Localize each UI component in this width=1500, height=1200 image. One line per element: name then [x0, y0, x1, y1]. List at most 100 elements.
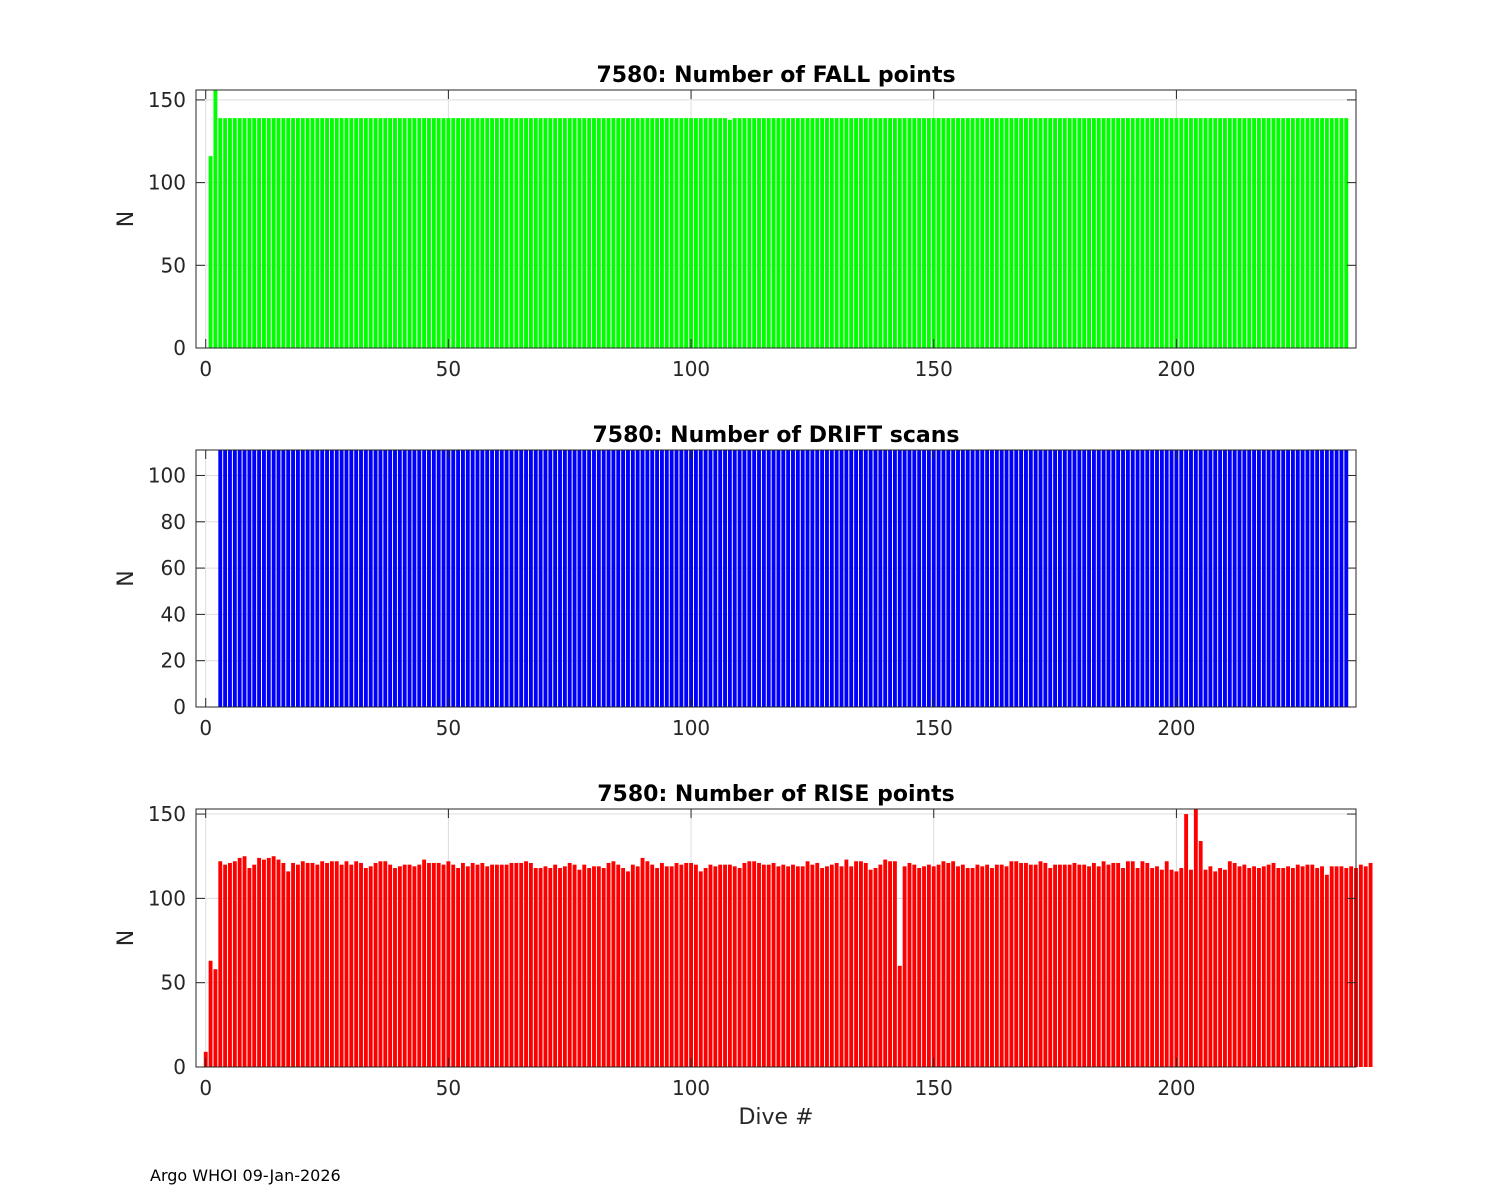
panel1-bar	[747, 118, 752, 349]
panel3-y-tick-label: 150	[148, 802, 186, 826]
panel2-bar	[786, 450, 791, 707]
panel1-bar	[223, 118, 228, 349]
panel3-bar	[732, 866, 737, 1067]
panel3-bar	[616, 864, 621, 1067]
panel1-bar	[781, 118, 786, 349]
panel1-bar	[805, 118, 810, 349]
panel3-bar	[621, 868, 626, 1067]
panel1-bar	[1290, 118, 1295, 349]
panel2-bar	[1053, 450, 1058, 707]
panel1-bar	[766, 118, 771, 349]
panel2-bar	[825, 450, 829, 707]
panel3-bar	[422, 859, 427, 1067]
panel2-bar	[363, 450, 368, 707]
panel2-bar	[892, 450, 897, 707]
panel3-bar	[1300, 866, 1305, 1067]
panel3-bar	[519, 862, 524, 1067]
panel1-x-tick-label: 100	[672, 357, 710, 381]
panel2-bar	[689, 450, 693, 707]
panel1-bar	[577, 118, 582, 349]
panel2-bar	[1082, 450, 1087, 707]
panel3-x-tick-label: 50	[436, 1076, 461, 1100]
panel2-bar	[1033, 450, 1038, 707]
panel2-bar	[960, 450, 965, 707]
panel1-bar	[499, 118, 504, 349]
panel1-bar	[519, 118, 524, 349]
panel1-bar	[1101, 118, 1106, 349]
panel3-x-tick-label: 200	[1157, 1076, 1195, 1100]
panel2-bar	[698, 450, 703, 707]
panel2-bar	[1164, 450, 1169, 707]
panel2-bar	[1116, 450, 1121, 707]
panel2-bar	[436, 450, 441, 707]
panel3-bar	[334, 861, 339, 1067]
panel1-bar	[1155, 118, 1159, 349]
panel1-bar	[393, 118, 397, 349]
panel3-bar	[1150, 868, 1155, 1067]
panel1-bar	[1184, 118, 1189, 349]
panel3-bar	[1310, 864, 1315, 1067]
panel3-bar	[674, 862, 679, 1067]
panel1-bar	[1038, 118, 1043, 349]
panel2-bar	[1310, 450, 1315, 707]
panel3-bar	[538, 868, 543, 1067]
panel2-bar	[329, 450, 334, 707]
panel3-bar	[490, 864, 495, 1067]
panel3-bar	[1053, 864, 1058, 1067]
panel3-bar	[757, 862, 761, 1067]
panel3-bar	[994, 864, 999, 1067]
panel2-bar	[451, 450, 456, 707]
panel2-bar	[310, 450, 315, 707]
panel1-bar	[1164, 118, 1169, 349]
panel3-bar	[499, 864, 504, 1067]
panel3-bar	[281, 862, 286, 1067]
panel1-bar	[868, 118, 873, 349]
panel2-bar	[305, 450, 310, 707]
panel3-bar	[805, 861, 810, 1067]
panel2-x-tick-label: 100	[672, 716, 710, 740]
panel1-bar	[242, 118, 247, 349]
panel3-bar	[388, 864, 393, 1067]
panel3-bar	[383, 861, 388, 1067]
panel1-bar	[543, 118, 548, 349]
panel1-bar	[446, 118, 451, 349]
panel1-bar	[1062, 118, 1067, 349]
panel2-bar	[630, 450, 635, 707]
panel3-bar	[441, 864, 446, 1067]
panel1-bar	[509, 118, 514, 349]
panel2-bar	[1266, 450, 1271, 707]
panel3-bar	[509, 862, 514, 1067]
panel2-bar	[359, 450, 363, 707]
panel2-bar	[237, 450, 242, 707]
panel2-bar	[737, 450, 742, 707]
panel2-bar	[407, 450, 412, 707]
panel2-bar	[1218, 450, 1223, 707]
panel3-bar	[1169, 869, 1174, 1067]
panel3-title: 7580: Number of RISE points	[597, 782, 955, 807]
panel2-bar	[1203, 450, 1208, 707]
panel3-bar	[990, 868, 994, 1067]
panel1-bar	[494, 118, 499, 349]
panel2-bar	[606, 450, 611, 707]
panel2-bar	[427, 450, 431, 707]
panel3-bar	[363, 868, 368, 1067]
panel3-bar	[402, 864, 407, 1067]
panel2-bar	[1208, 450, 1213, 707]
panel1-bar	[407, 118, 412, 349]
panel3-bar	[1334, 866, 1339, 1067]
panel3-bar	[859, 861, 863, 1067]
panel3-bar	[412, 866, 417, 1067]
panel2-bar	[946, 450, 951, 707]
panel2-bar	[1096, 450, 1101, 707]
panel1-bar	[757, 118, 761, 349]
panel1-bar	[1033, 118, 1038, 349]
panel1-bar	[354, 118, 359, 349]
panel1-bar	[1150, 118, 1155, 349]
panel1-bar	[902, 118, 907, 349]
panel3-bar	[907, 862, 912, 1067]
panel1-bar	[863, 118, 868, 349]
panel2-bar	[1106, 450, 1111, 707]
panel1-bar	[1271, 118, 1276, 349]
panel2-bar	[1329, 450, 1334, 707]
panel2-x-tick-label: 200	[1157, 716, 1195, 740]
